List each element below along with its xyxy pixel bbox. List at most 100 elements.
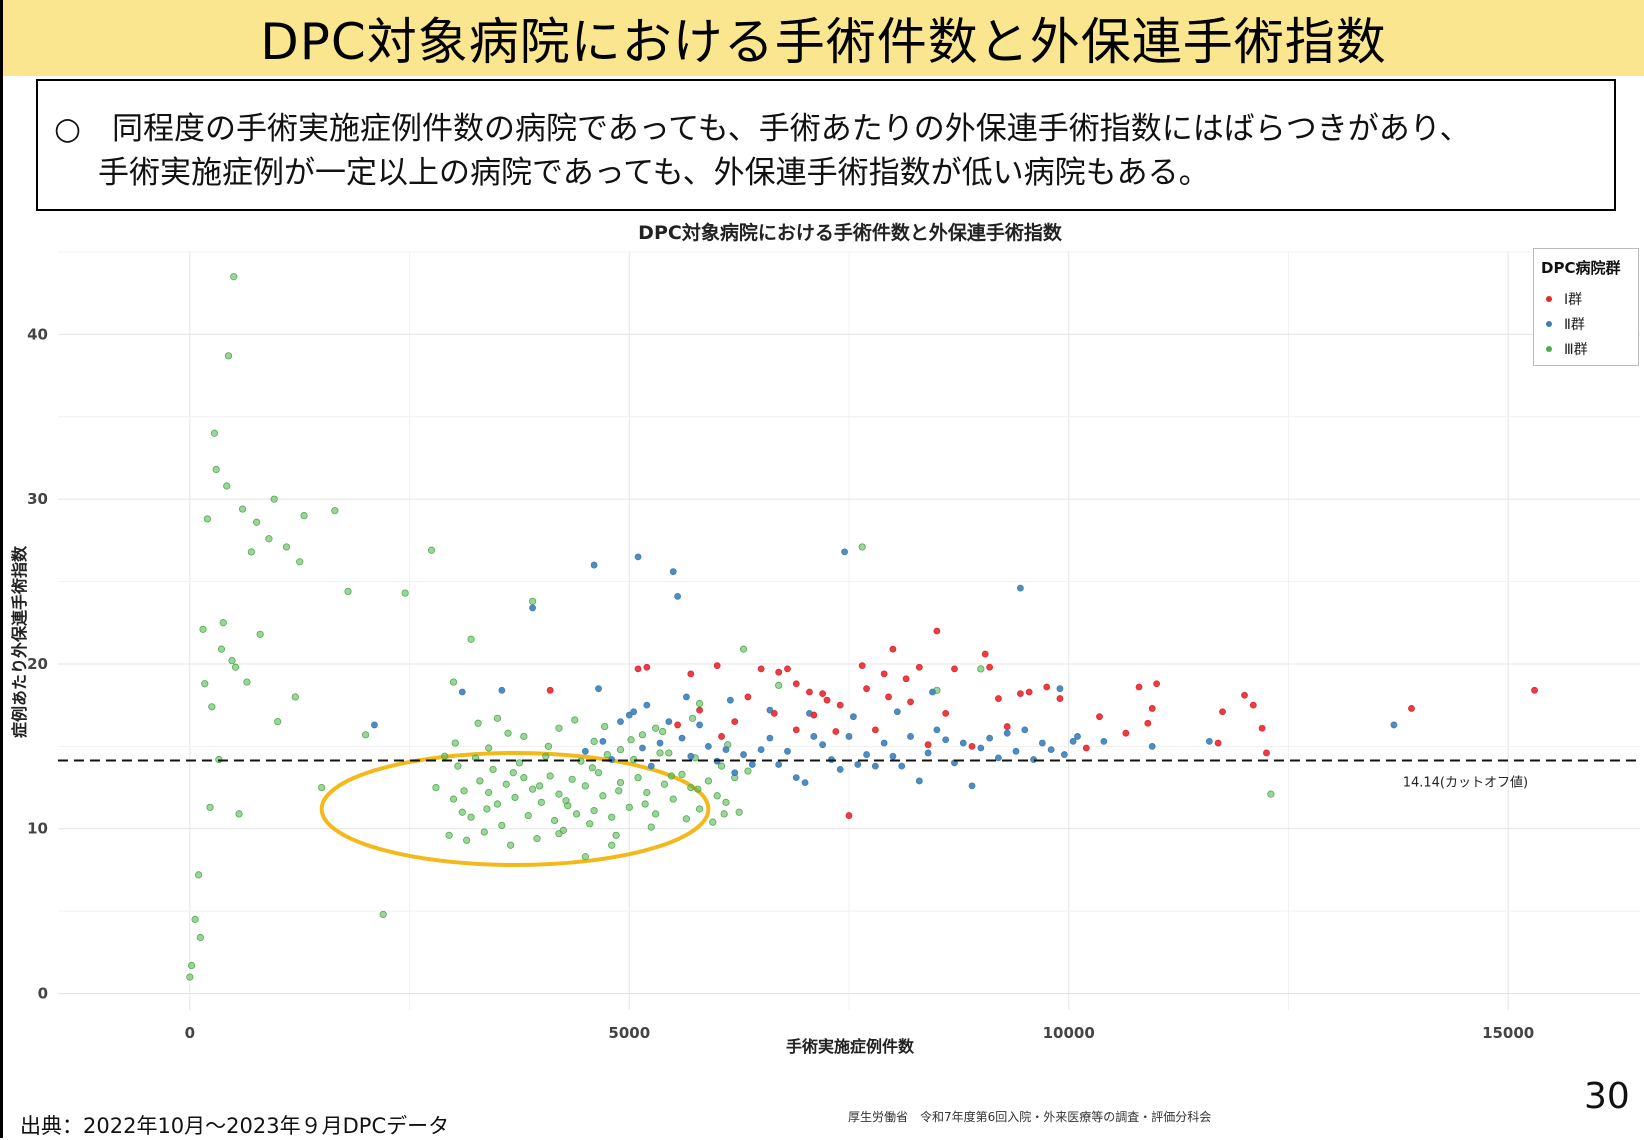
point-3: [627, 736, 635, 744]
point-2: [726, 696, 734, 704]
point-3: [665, 749, 673, 757]
point-1: [1144, 719, 1152, 727]
point-1: [1531, 686, 1538, 694]
point-3: [208, 703, 216, 711]
chart-title: DPC対象病院における手術件数と外保連手術指数: [638, 222, 1062, 244]
point-3: [231, 663, 240, 671]
y-tick-label: 40: [27, 325, 48, 343]
point-3: [977, 665, 985, 673]
point-2: [854, 761, 862, 768]
point-2: [784, 747, 791, 755]
x-tick-label: 5000: [608, 1024, 650, 1042]
point-2: [757, 746, 765, 754]
point-1: [1135, 683, 1143, 691]
point-2: [529, 604, 536, 612]
point-2: [801, 779, 809, 786]
point-2: [766, 734, 774, 742]
y-tick-label: 20: [27, 655, 48, 673]
point-1: [744, 693, 752, 701]
point-2: [775, 761, 783, 768]
point-3: [256, 630, 264, 638]
point-2: [1012, 747, 1020, 755]
point-3: [695, 699, 704, 708]
x-tick-label: 15000: [1482, 1024, 1534, 1042]
point-3: [230, 273, 238, 281]
y-tick-label: 10: [27, 820, 48, 838]
point-2: [731, 769, 739, 777]
point-2: [647, 762, 655, 770]
point-2: [986, 734, 994, 742]
point-3: [695, 805, 704, 813]
point-1: [986, 663, 994, 671]
point-1: [634, 665, 642, 673]
footer-organization: 厚生労働省 令和7年度第6回入院・外来医療等の調査・評価分科会: [848, 1110, 1212, 1124]
point-3: [678, 770, 686, 778]
point-3: [571, 716, 579, 724]
point-3: [520, 774, 528, 782]
point-2: [656, 739, 664, 747]
point-3: [641, 800, 649, 808]
point-2: [595, 685, 602, 693]
tick-labels: 0 5000 10000 15000 0 10 20 30 40: [27, 325, 1534, 1042]
point-3: [603, 750, 611, 759]
point-3: [504, 729, 512, 737]
y-tick-label: 0: [38, 985, 48, 1003]
point-3: [599, 792, 607, 800]
note-box: ○ 同程度の手術実施症例件数の病院であっても、手術あたりの外保連手術指数にはばら…: [36, 79, 1616, 211]
point-3: [659, 727, 667, 736]
point-1: [1214, 739, 1222, 747]
point-2: [942, 736, 950, 744]
point-1: [845, 812, 853, 819]
point-3: [524, 811, 532, 820]
point-1: [546, 686, 554, 694]
point-3: [270, 495, 278, 503]
point-3: [300, 512, 308, 520]
point-3: [463, 836, 471, 844]
point-2: [581, 747, 589, 755]
point-1: [687, 670, 695, 678]
point-3: [608, 813, 616, 821]
point-3: [1267, 790, 1275, 798]
point-3: [694, 785, 702, 793]
slide-title: DPC対象病院における手術件数と外保連手術指数: [260, 13, 1387, 71]
point-2: [871, 762, 879, 770]
point-3: [474, 719, 482, 727]
point-2: [1074, 733, 1081, 740]
legend: DPC病院群 Ⅰ群 Ⅱ群 Ⅲ群: [1533, 248, 1639, 366]
point-2: [1060, 751, 1068, 758]
left-rule: [0, 0, 3, 1138]
point-2: [1038, 739, 1046, 747]
point-2: [748, 761, 756, 768]
point-2: [1205, 738, 1213, 745]
point-2: [929, 688, 936, 696]
point-2: [893, 708, 901, 716]
point-3: [344, 587, 352, 596]
point-3: [638, 731, 647, 739]
point-3: [235, 810, 243, 818]
point-3: [291, 693, 299, 701]
point-3: [555, 790, 563, 798]
point-3: [379, 910, 387, 919]
point-3: [572, 810, 581, 818]
point-3: [652, 810, 660, 818]
point-2: [845, 733, 853, 740]
point-3: [586, 820, 594, 828]
point-1: [863, 685, 870, 693]
point-3: [550, 816, 559, 825]
point-3: [217, 645, 226, 653]
point-2: [766, 706, 774, 714]
point-3: [212, 465, 220, 474]
point-3: [498, 821, 506, 830]
point-2: [643, 701, 651, 709]
point-2: [836, 766, 844, 773]
point-3: [590, 807, 598, 815]
legend-item-group-1: Ⅰ群: [1546, 289, 1582, 309]
point-2: [683, 693, 690, 701]
legend-item-group-3: Ⅲ群: [1546, 339, 1588, 359]
point-2: [924, 749, 932, 757]
point-3: [483, 805, 491, 813]
point-3: [682, 815, 691, 823]
point-1: [924, 741, 932, 749]
x-tick-label: 0: [185, 1024, 195, 1042]
point-3: [720, 810, 728, 818]
